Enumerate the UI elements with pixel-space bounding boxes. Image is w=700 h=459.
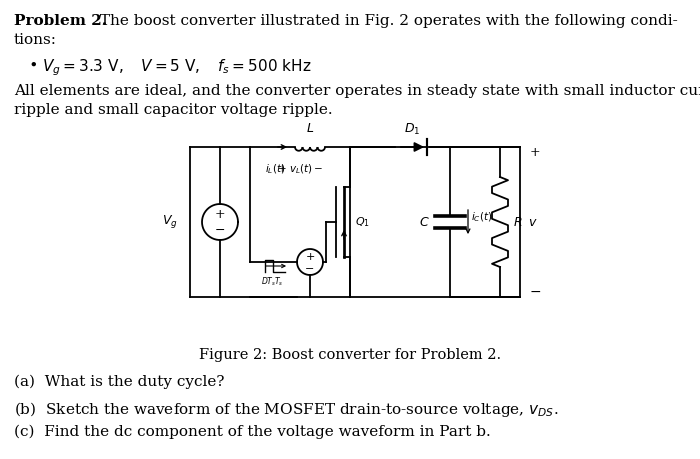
- Text: +: +: [305, 252, 315, 262]
- Text: (a)  What is the duty cycle?: (a) What is the duty cycle?: [14, 375, 225, 389]
- Text: (c)  Find the dc component of the voltage waveform in Part b.: (c) Find the dc component of the voltage…: [14, 425, 491, 439]
- Text: $i_L(t)$: $i_L(t)$: [265, 162, 286, 176]
- Text: $+\ v_L(t) -$: $+\ v_L(t) -$: [276, 162, 323, 176]
- Text: $V_g = 3.3\ \mathrm{V},\quad V = 5\ \mathrm{V},\quad f_s = 500\ \mathrm{kHz}$: $V_g = 3.3\ \mathrm{V},\quad V = 5\ \mat…: [42, 57, 312, 78]
- Text: $v$: $v$: [528, 215, 538, 229]
- Text: +: +: [530, 146, 540, 158]
- Text: −: −: [305, 264, 315, 274]
- Text: The boost converter illustrated in Fig. 2 operates with the following condi-: The boost converter illustrated in Fig. …: [95, 14, 678, 28]
- Text: Figure 2: Boost converter for Problem 2.: Figure 2: Boost converter for Problem 2.: [199, 348, 501, 362]
- Text: $L$: $L$: [306, 123, 314, 135]
- Text: ripple and small capacitor voltage ripple.: ripple and small capacitor voltage rippl…: [14, 103, 332, 117]
- Text: $\bullet$: $\bullet$: [28, 57, 37, 71]
- Text: $T_s$: $T_s$: [274, 275, 284, 287]
- Text: $C$: $C$: [419, 215, 430, 229]
- Text: (b)  Sketch the waveform of the MOSFET drain-to-source voltage, $v_{DS}$.: (b) Sketch the waveform of the MOSFET dr…: [14, 400, 559, 419]
- Text: $D_1$: $D_1$: [405, 122, 421, 136]
- Text: All elements are ideal, and the converter operates in steady state with small in: All elements are ideal, and the converte…: [14, 84, 700, 98]
- Text: $V_g$: $V_g$: [162, 213, 178, 230]
- Text: $R$: $R$: [513, 215, 522, 229]
- Text: −: −: [529, 285, 541, 299]
- Text: tions:: tions:: [14, 33, 57, 47]
- Text: Problem 2.: Problem 2.: [14, 14, 107, 28]
- Text: $DT_s$: $DT_s$: [261, 275, 277, 287]
- Text: $i_C(t)$: $i_C(t)$: [471, 210, 493, 224]
- Text: +: +: [215, 208, 225, 222]
- Text: −: −: [215, 224, 225, 236]
- Text: $Q_1$: $Q_1$: [355, 215, 370, 229]
